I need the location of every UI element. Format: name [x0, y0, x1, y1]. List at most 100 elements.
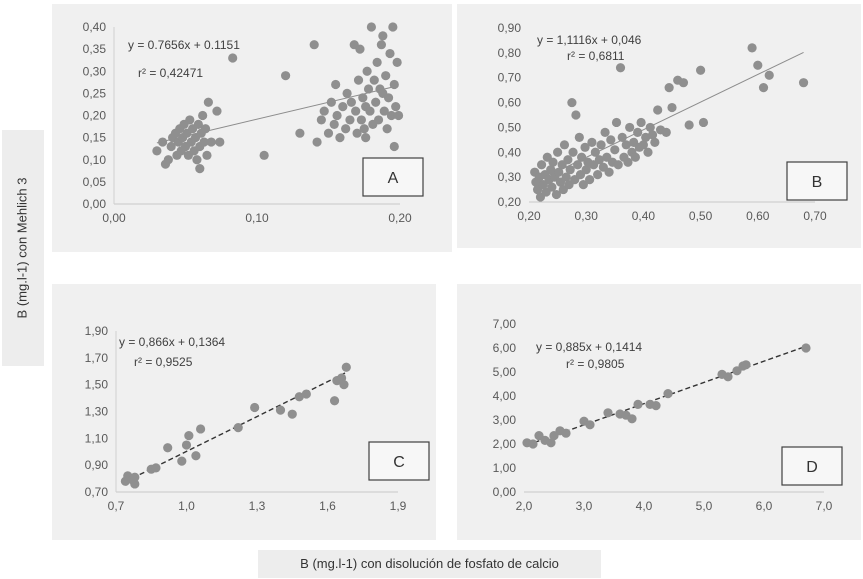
data-point	[546, 165, 556, 175]
data-point	[287, 409, 297, 419]
x-tick-label: 1,9	[390, 499, 407, 513]
panel-letter: D	[806, 459, 818, 476]
data-point	[650, 137, 660, 147]
data-point	[193, 119, 203, 129]
data-point	[341, 124, 351, 134]
data-point	[546, 438, 556, 448]
x-tick-label: 0,20	[517, 209, 541, 223]
data-point	[661, 127, 671, 137]
data-point	[563, 155, 573, 165]
data-point	[233, 423, 243, 433]
data-point	[342, 88, 352, 98]
data-point	[604, 167, 614, 177]
r-squared-label: r² = 0,9525	[134, 355, 193, 369]
y-tick-label: 0,40	[498, 145, 522, 159]
chart-svg: 0,00 1,00 2,00 3,00 4,00 5,00 6,00 7,00 2,0 3,0 4,…	[493, 317, 843, 513]
data-point	[581, 165, 591, 175]
data-point	[698, 117, 709, 128]
y-tick-label: 0,70	[498, 71, 522, 85]
data-point	[645, 122, 655, 133]
y-tick-label: 1,00	[493, 461, 517, 475]
y-tick-label: 1,50	[85, 378, 109, 392]
data-point	[319, 106, 329, 116]
data-point	[590, 147, 600, 157]
data-point	[163, 155, 173, 165]
data-point	[312, 137, 322, 147]
y-tick-label: 0,20	[83, 109, 107, 123]
data-point	[363, 84, 374, 94]
data-point	[356, 115, 366, 125]
data-point	[801, 343, 811, 353]
x-axis-label: B (mg.l-1) con disolución de fosfato de …	[300, 556, 559, 571]
data-point	[798, 78, 809, 88]
data-point	[758, 83, 769, 93]
data-point	[353, 75, 364, 85]
data-point	[633, 127, 643, 137]
data-point	[610, 145, 620, 155]
trendline-equation: y = 0,885x + 0,1414	[536, 340, 642, 354]
data-point	[212, 106, 222, 116]
y-tick-label: 0,20	[498, 195, 522, 209]
data-point	[596, 140, 606, 150]
r-squared-label: r² = 0,6811	[567, 49, 625, 63]
data-point	[554, 167, 564, 177]
data-point	[392, 57, 402, 67]
data-point	[372, 57, 382, 67]
y-tick-label: 0,60	[498, 96, 522, 110]
data-point	[332, 110, 342, 121]
y-tick-label: 0,35	[83, 42, 107, 56]
data-point	[625, 122, 635, 133]
data-point	[678, 78, 689, 88]
data-point	[381, 71, 391, 81]
data-point	[371, 97, 381, 107]
y-tick-label: 0,50	[498, 120, 522, 134]
data-point	[643, 147, 653, 157]
data-point	[684, 120, 694, 130]
x-tick-label: 1,3	[249, 499, 266, 513]
data-point	[623, 157, 633, 167]
data-point	[373, 115, 384, 125]
y-tick-label: 0,80	[498, 46, 522, 60]
data-point	[369, 75, 379, 85]
data-point	[358, 93, 368, 103]
y-tick-label: 1,70	[85, 351, 109, 365]
x-tick-label: 6,0	[756, 499, 773, 513]
y-tick-label: 1,10	[85, 431, 109, 445]
chart-panel-d: 0,00 1,00 2,00 3,00 4,00 5,00 6,00 7,00 2,0 3,0 4,…	[457, 284, 861, 540]
y-tick-label: 6,00	[493, 341, 517, 355]
panel-letter-box	[368, 441, 430, 481]
data-point	[378, 31, 388, 41]
chart-svg: 0,00 0,05 0,10 0,15 0,20 0,25 0,30 0,35 0,40 0,00…	[83, 20, 424, 225]
x-tick-label: 0,10	[245, 211, 269, 225]
data-point	[633, 399, 643, 409]
data-point	[587, 137, 597, 147]
data-point	[192, 155, 202, 165]
r-squared-label: r² = 0,9805	[566, 357, 625, 371]
data-point	[130, 472, 140, 482]
y-tick-label: 0,15	[83, 131, 107, 145]
data-point	[316, 115, 326, 125]
data-point	[741, 360, 751, 370]
data-point	[361, 133, 371, 143]
data-point	[158, 137, 168, 147]
data-point	[606, 135, 616, 145]
data-point	[335, 133, 345, 143]
data-point	[329, 396, 340, 406]
data-point	[577, 152, 587, 162]
data-point	[362, 66, 372, 76]
data-point	[593, 170, 603, 180]
trendline-equation: y = 1,1116x + 0,046	[537, 33, 642, 47]
y-tick-label: 3,00	[493, 413, 517, 427]
data-point	[378, 88, 388, 98]
y-axis-label-box	[2, 130, 44, 366]
data-point	[663, 389, 673, 399]
y-tick-label: 2,00	[493, 437, 517, 451]
x-tick-label: 4,0	[636, 499, 653, 513]
data-point	[206, 137, 216, 147]
panel-letter-box	[781, 446, 843, 486]
data-point	[747, 43, 757, 53]
data-point	[753, 60, 763, 70]
data-point	[191, 451, 201, 461]
data-point	[638, 140, 648, 150]
data-point	[331, 79, 341, 90]
